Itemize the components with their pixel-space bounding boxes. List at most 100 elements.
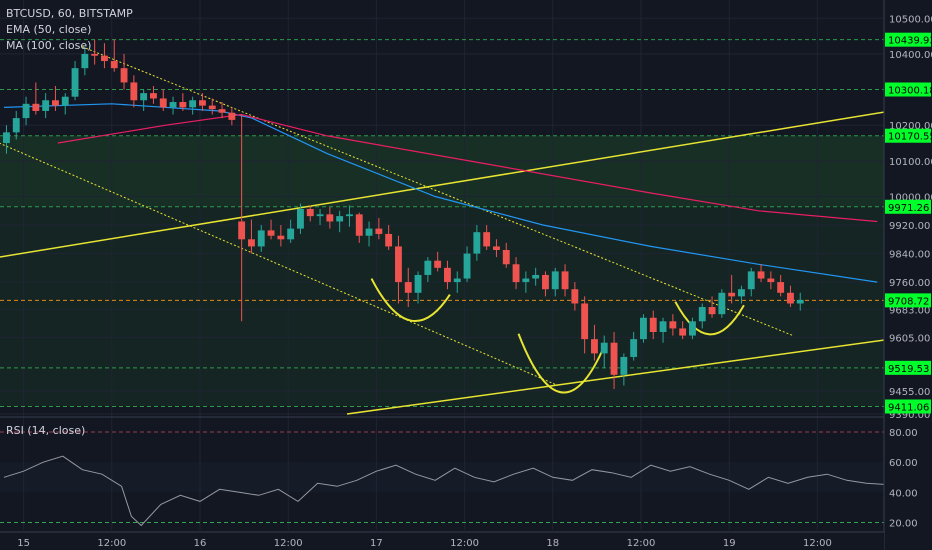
price-tick-label: 9683.00 [889,306,930,317]
candle-body [110,61,118,69]
price-tag-bg [885,32,931,47]
candlesticks [3,39,804,390]
candle-body [483,232,491,247]
pattern-curves [370,278,745,394]
ma-legend[interactable]: MA (100, close) [6,39,91,52]
trendline-support [346,338,892,415]
ema-legend[interactable]: EMA (50, close) [6,23,91,36]
time-tick-label: 17 [370,538,383,549]
candle-body [444,267,451,283]
candle-body [287,228,295,240]
candle-body [32,103,40,111]
candle-body [424,260,432,275]
price-tag-label: 9519.53 [888,364,929,375]
price-tick-label: 9455.00 [889,387,930,398]
candle-body [316,214,324,217]
candle-body [434,260,442,268]
time-tick-label: 12:00 [450,538,479,549]
ema-50-line [3,103,878,283]
price-tag-label: 10439.93 [888,36,932,47]
candle-body [12,118,20,133]
symbol-title[interactable]: BTCUSD, 60, BITSTAMP [6,7,133,20]
candle-body [140,93,148,101]
candle-body [248,239,255,247]
price-tag-bg [885,293,931,308]
candle-body [218,109,226,113]
candle-body [796,299,804,304]
time-tick-label: 15 [17,538,30,549]
candle-body [297,209,304,229]
candle-body [600,342,608,354]
candle-body [52,100,59,106]
time-tick-label: 12:00 [97,538,126,549]
zone-middle [0,206,884,368]
candle-body [463,253,471,279]
candle-body [179,102,187,108]
time-tick-label: 12:00 [627,538,656,549]
candle-body [532,274,540,279]
price-tag-label: 9708.72 [888,296,929,307]
rsi-tick-label: 20.00 [889,518,918,529]
candle-body [502,250,510,265]
candle-body [385,233,393,247]
price-tick-label: 10500.00 [889,14,932,25]
candle-body [747,271,755,290]
rsi-legend[interactable]: RSI (14, close) [6,424,85,437]
candle-body [365,228,373,236]
price-tag-bg [885,360,931,375]
candle-body [757,271,765,279]
candle-body [404,282,412,293]
candle-body [453,278,461,283]
candle-body [512,264,520,283]
price-tag-bg [885,399,931,414]
time-tick-label: 16 [194,538,207,549]
candle-body [718,292,726,315]
candle-body [208,105,216,110]
candle-body [257,230,265,247]
candle-body [493,246,500,250]
price-tag-bg [885,128,931,143]
candle-body [355,214,363,236]
trendline-upper-channel [0,110,892,258]
time-axis[interactable]: 15 12:00 16 12:00 17 12:00 18 12:00 19 12:00 [0,531,884,550]
candle-body [159,98,167,108]
rsi-axis[interactable]: 80.00 60.00 40.00 20.00 [889,428,918,529]
candle-body [101,55,108,62]
candle-body [375,228,383,234]
candle-body [42,100,50,111]
price-tick-label: 9920.00 [889,221,930,232]
price-tick-label: 10400.00 [889,50,932,61]
candle-body [267,230,275,236]
moving-averages [3,103,878,283]
candle-body [561,271,569,290]
candle-body [698,307,706,322]
candle-body [630,339,638,357]
candle-body [346,214,353,217]
candle-body [326,214,334,222]
candle-body [3,132,10,144]
rsi-tick-label: 80.00 [889,428,918,439]
candle-body [669,321,677,329]
price-tick-label: 9760.00 [889,278,930,289]
candle-body [130,82,138,101]
rsi-line [3,455,891,527]
candle-body [22,103,30,119]
candle-body [238,221,246,240]
candle-body [620,356,628,375]
left-shoulder-curve [370,278,451,322]
candle-body [777,282,785,293]
price-tag-bg [885,82,931,97]
price-axis[interactable]: 10500.00 10400.00 10200.00 10100.00 10000.00… [883,0,932,550]
price-tag-label: 9411.06 [888,402,929,413]
rsi-band [0,462,884,493]
price-tick-label: 10200.00 [889,121,932,132]
rsi-pane [0,431,891,527]
time-tick-label: 12:00 [803,538,832,549]
ma-100-line [57,113,878,223]
price-tick-label: 9605.00 [889,333,930,344]
candle-body [91,53,99,56]
candle-body [522,278,530,283]
candle-body [120,68,128,83]
candle-body [787,292,794,304]
